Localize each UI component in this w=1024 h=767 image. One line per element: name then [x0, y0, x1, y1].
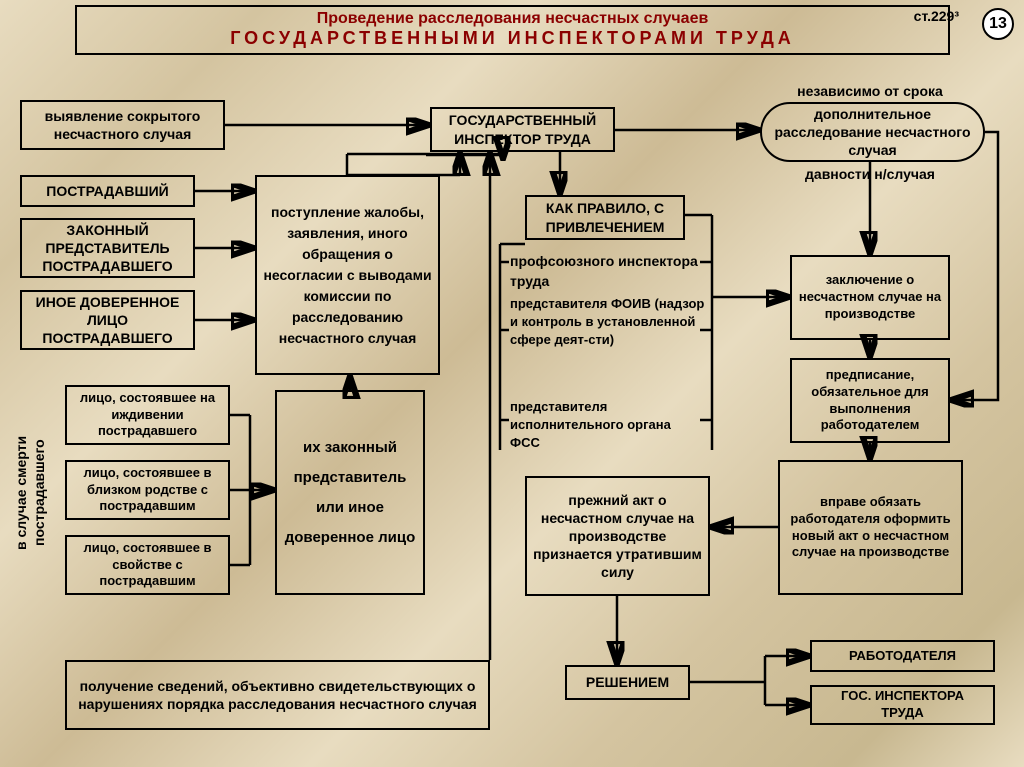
header-line2: ГОСУДАРСТВЕННЫМИ ИНСПЕКТОРАМИ ТРУДА [77, 28, 948, 49]
header-box: Проведение расследования несчастных случ… [75, 5, 950, 55]
box-info-violations: получение сведений, объективно свидетель… [65, 660, 490, 730]
article-ref: ст.229³ [914, 8, 959, 24]
vertical-death-label: в случае смерти пострадавшего [12, 390, 48, 595]
box-new-act: вправе обязать работодателя оформить нов… [778, 460, 963, 595]
box-state-inspector: ГОСУДАРСТВЕННЫЙ ИНСПЕКТОР ТРУДА [430, 107, 615, 152]
box-victim: ПОСТРАДАВШИЙ [20, 175, 195, 207]
box-conclusion: заключение о несчастном случае на произв… [790, 255, 950, 340]
box-prescription: предписание, обязательное для выполнения… [790, 358, 950, 443]
box-dependent: лицо, состоявшее на иждивении пострадавш… [65, 385, 230, 445]
box-close-relative: лицо, состоявшее в близком родстве с пос… [65, 460, 230, 520]
box-legal-rep: ЗАКОННЫЙ ПРЕДСТАВИТЕЛЬ ПОСТРАДАВШЕГО [20, 218, 195, 278]
box-other-trusted: ИНОЕ ДОВЕРЕННОЕ ЛИЦО ПОСТРАДАВШЕГО [20, 290, 195, 350]
header-line1: Проведение расследования несчастных случ… [77, 10, 948, 28]
text-fss-rep: представителя исполнительного органа ФСС [510, 398, 700, 453]
box-additional-investigation: дополнительное расследование несчастного… [760, 102, 985, 162]
box-their-rep: их законный представитель или иное довер… [275, 390, 425, 595]
text-regardless: независимо от срока [770, 82, 970, 102]
box-employer: РАБОТОДАТЕЛЯ [810, 640, 995, 672]
text-statute: давности н/случая [770, 165, 970, 185]
text-union-inspector: профсоюзного инспектора труда [510, 252, 700, 291]
box-hidden-case: выявление сокрытого несчастного случая [20, 100, 225, 150]
page-number: 13 [982, 8, 1014, 40]
box-state-inspector-decision: ГОС. ИНСПЕКТОРА ТРУДА [810, 685, 995, 725]
box-decision: РЕШЕНИЕМ [565, 665, 690, 700]
box-in-law: лицо, состоявшее в свойстве с пострадавш… [65, 535, 230, 595]
box-complaint: поступление жалобы, заявления, иного обр… [255, 175, 440, 375]
box-as-rule: КАК ПРАВИЛО, С ПРИВЛЕЧЕНИЕМ [525, 195, 685, 240]
box-prior-act: прежний акт о несчастном случае на произ… [525, 476, 710, 596]
text-foiv-rep: представителя ФОИВ (надзор и контроль в … [510, 295, 710, 350]
